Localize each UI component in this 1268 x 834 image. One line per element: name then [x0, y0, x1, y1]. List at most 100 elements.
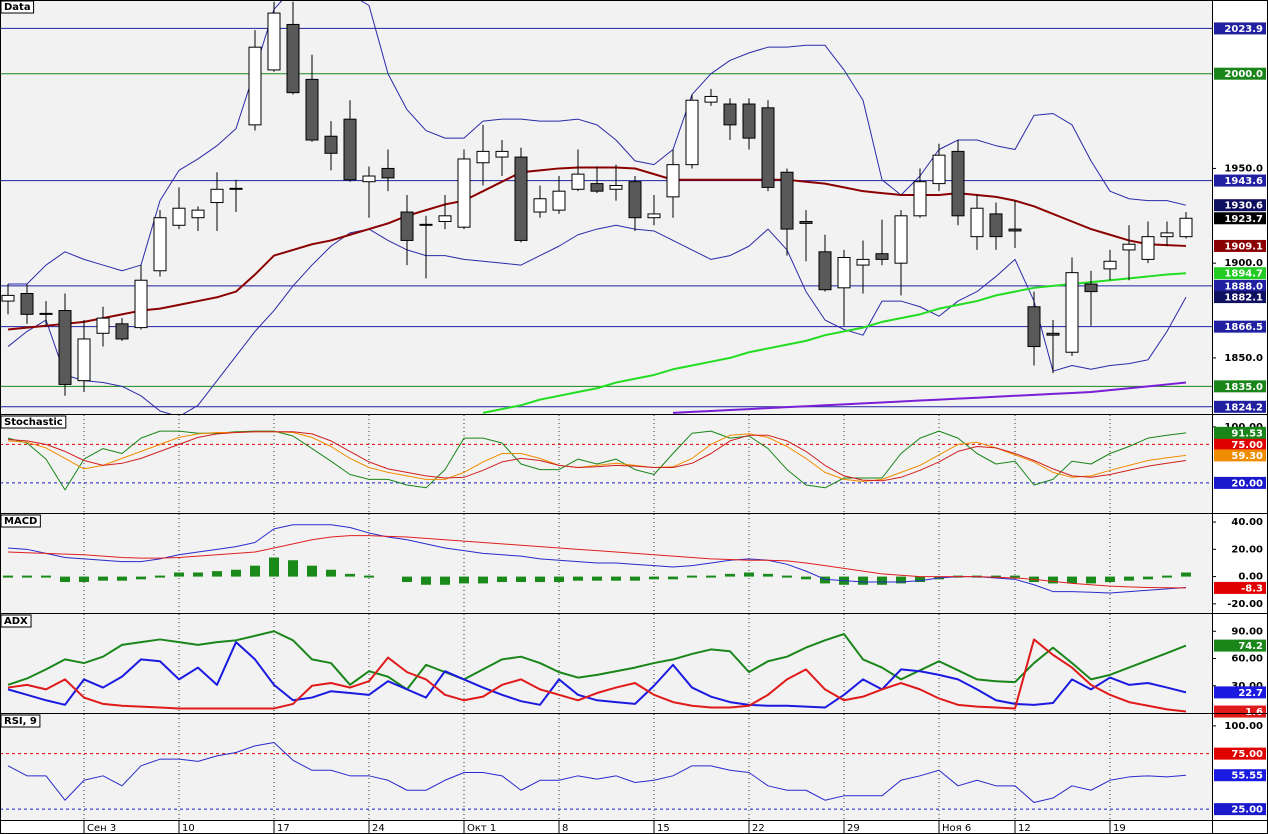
candle-body	[628, 181, 642, 219]
x-tick-label: 12	[1018, 823, 1031, 834]
histogram-bar	[402, 576, 412, 583]
histogram-bar	[193, 572, 203, 577]
series-line	[8, 0, 1187, 285]
value-label: -8.3	[1241, 583, 1263, 594]
panel-background	[0, 714, 1212, 820]
y-tick-label: 20.00	[1231, 544, 1263, 555]
candle-body	[837, 256, 851, 289]
series-line	[7, 224, 1187, 414]
series-line	[7, 431, 1187, 482]
x-tick-label: 8	[562, 823, 568, 834]
value-label-box	[1214, 267, 1266, 280]
candle-body	[1084, 283, 1098, 293]
y-tick-label: 100.00	[1224, 721, 1263, 732]
value-label: 1923.7	[1224, 214, 1263, 225]
value-label-box	[1214, 639, 1266, 652]
candle-body	[780, 171, 794, 230]
y-tick-label: 1950.0	[1224, 163, 1263, 174]
candle-body	[1122, 243, 1136, 251]
value-label-box	[1214, 476, 1266, 489]
candle-body	[1179, 217, 1193, 238]
histogram-bar	[22, 575, 32, 578]
candle-body	[799, 220, 813, 224]
histogram-bar	[516, 576, 526, 583]
panel-title: MACD	[4, 516, 37, 527]
value-label-box	[1214, 803, 1266, 816]
value-label-box	[1214, 449, 1266, 462]
value-label-box	[1214, 279, 1266, 292]
histogram-bar	[1067, 576, 1077, 584]
histogram-bar	[782, 575, 792, 578]
histogram-bar	[307, 565, 317, 577]
value-label: 74.2	[1238, 641, 1263, 652]
value-label: 22.7	[1238, 688, 1263, 699]
histogram-bar	[1181, 572, 1191, 577]
histogram-bar	[554, 576, 564, 583]
value-label: 1824.2	[1224, 402, 1263, 413]
x-tick-label: Окт 1	[467, 823, 496, 834]
series-line	[672, 381, 1187, 414]
candle-body	[970, 207, 984, 238]
histogram-bar	[877, 576, 887, 585]
histogram-bar	[915, 576, 925, 583]
series-line	[7, 431, 1187, 482]
value-label: 75.00	[1231, 749, 1263, 760]
value-label: 91.53	[1231, 428, 1263, 439]
y-tick-label: 60.00	[1231, 654, 1263, 665]
panel-title: Data	[4, 2, 31, 13]
histogram-bar	[744, 572, 754, 577]
candle-body	[20, 292, 34, 315]
histogram-bar	[364, 575, 374, 578]
candle-body	[704, 95, 718, 103]
histogram-bar	[592, 576, 602, 581]
value-label: 59.30	[1231, 451, 1263, 462]
candle-body	[324, 135, 338, 154]
x-tick-label: Сен 3	[87, 823, 116, 834]
histogram-bar	[79, 576, 89, 583]
value-label: 1930.6	[1224, 201, 1263, 212]
histogram-bar	[858, 576, 868, 585]
candle-body	[894, 215, 908, 264]
histogram-bar	[41, 575, 51, 578]
candle-body	[856, 258, 870, 266]
value-label-box	[1214, 705, 1266, 718]
candle-body	[438, 215, 452, 222]
histogram-bar	[630, 576, 640, 581]
panel-background	[0, 514, 1212, 613]
histogram-bar	[896, 576, 906, 584]
value-label-box	[1214, 320, 1266, 333]
candle-body	[400, 211, 414, 241]
x-tick-label: 24	[372, 823, 385, 834]
value-label: 1866.5	[1224, 322, 1263, 333]
x-tick-label: 19	[1113, 823, 1126, 834]
histogram-bar	[1086, 576, 1096, 584]
candle-body	[552, 190, 566, 211]
y-tick-label: 0.00	[1238, 572, 1263, 583]
value-label: 2023.9	[1224, 24, 1263, 35]
panel-title: Stochastic	[4, 417, 63, 428]
y-tick-label: 90.00	[1231, 626, 1263, 637]
value-label: 1909.1	[1224, 241, 1263, 252]
panel-plot	[0, 714, 1212, 820]
series-line	[7, 638, 1187, 713]
candle-body	[590, 183, 604, 192]
panel-plot	[7, 614, 1187, 713]
value-label: 75.00	[1231, 440, 1263, 451]
candle-body	[191, 209, 205, 219]
candle-body	[723, 103, 737, 126]
histogram-bar	[155, 575, 165, 578]
histogram-bar	[1105, 576, 1115, 583]
candle-body	[39, 312, 53, 315]
histogram-bar	[1162, 575, 1172, 578]
value-label: 1943.6	[1224, 176, 1263, 187]
y-tick-label: 1900.0	[1224, 258, 1263, 269]
histogram-bar	[231, 569, 241, 577]
histogram-bar	[497, 576, 507, 583]
y-tick-label: 30.00	[1231, 681, 1263, 692]
histogram-bar	[668, 576, 678, 580]
x-tick-label: 17	[277, 823, 290, 834]
x-tick-label: 29	[847, 823, 860, 834]
value-label: 20.00	[1231, 478, 1263, 489]
